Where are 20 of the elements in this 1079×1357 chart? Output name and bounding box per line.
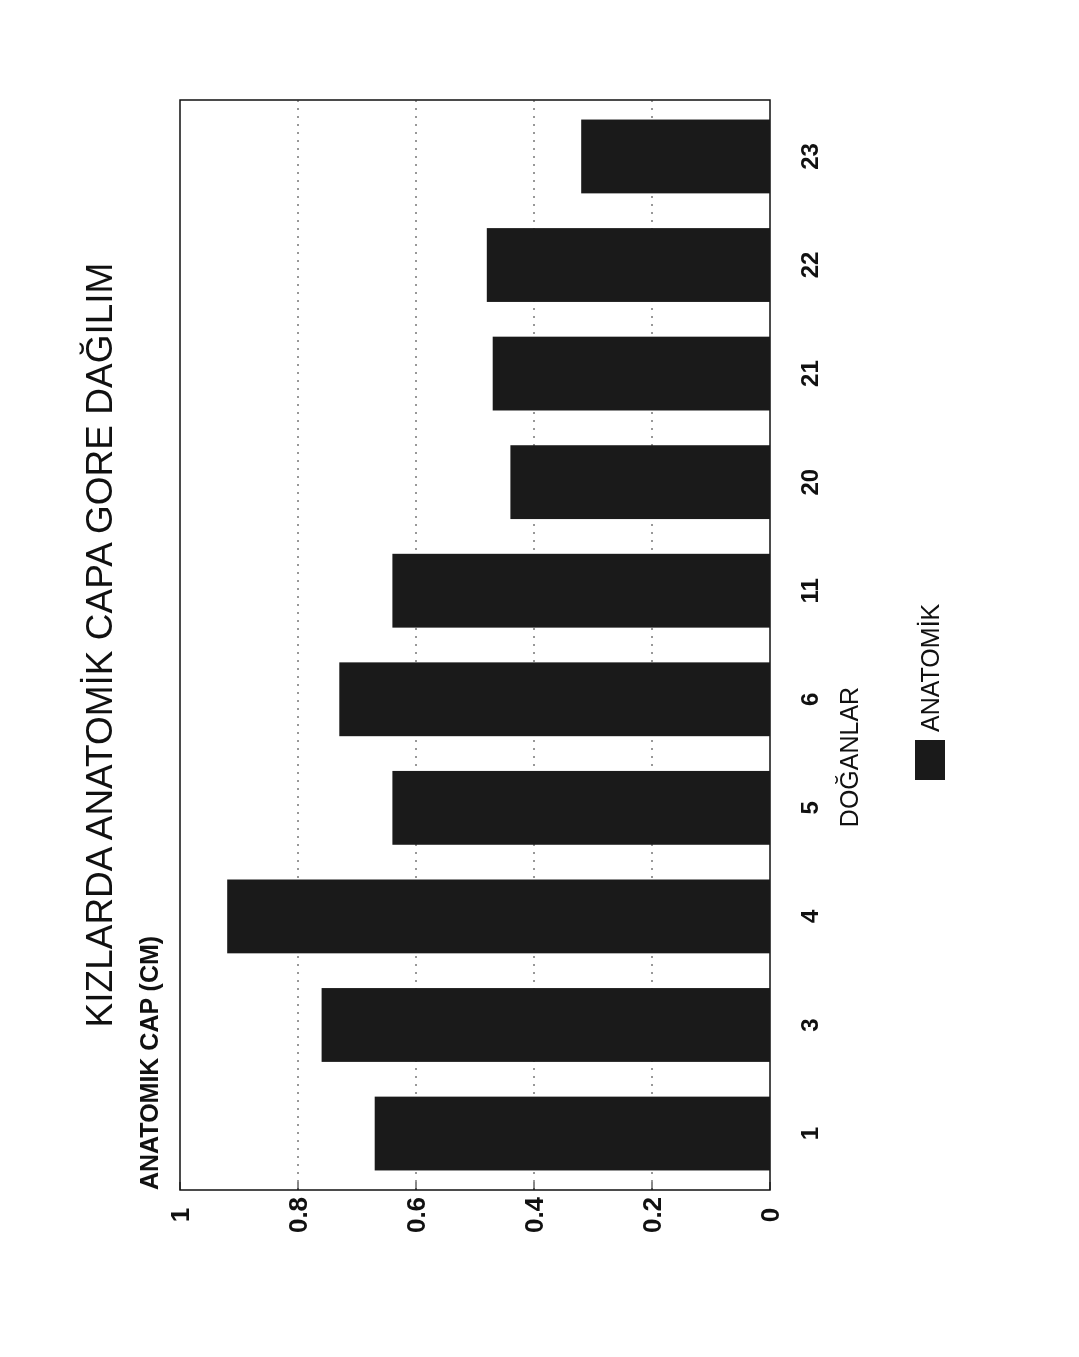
y-axis-title: DOĞANLAR — [835, 686, 863, 828]
y-tick-label: 22 — [796, 251, 823, 279]
y-tick-label: 4 — [796, 909, 823, 924]
x-tick-label: 0.8 — [283, 1196, 313, 1234]
y-tick-label: 21 — [796, 360, 823, 387]
x-tick-label: 0.4 — [519, 1196, 549, 1234]
text: KIZLARDA ANATOMİK CAPA GORE DAĞILIM — [79, 262, 120, 1028]
y-tick-label: 11 — [796, 578, 823, 604]
y-tick-label: 20 — [796, 468, 823, 496]
y-tick-label: 3 — [796, 1018, 823, 1032]
y-tick-label: 5 — [796, 801, 823, 815]
x-tick-label: 0.2 — [637, 1196, 667, 1234]
x-tick-label: 0 — [755, 1207, 785, 1223]
y-tick-label: 1 — [796, 1126, 823, 1141]
y-tick-label: 23 — [796, 143, 823, 170]
y-tick-label: 6 — [796, 692, 823, 706]
text: ANATOMIK CAP (CM) — [135, 935, 163, 1190]
text: ANATOMİK — [916, 603, 944, 732]
x-tick-label: 0.6 — [401, 1196, 431, 1234]
x-tick-label: 1 — [165, 1207, 195, 1223]
